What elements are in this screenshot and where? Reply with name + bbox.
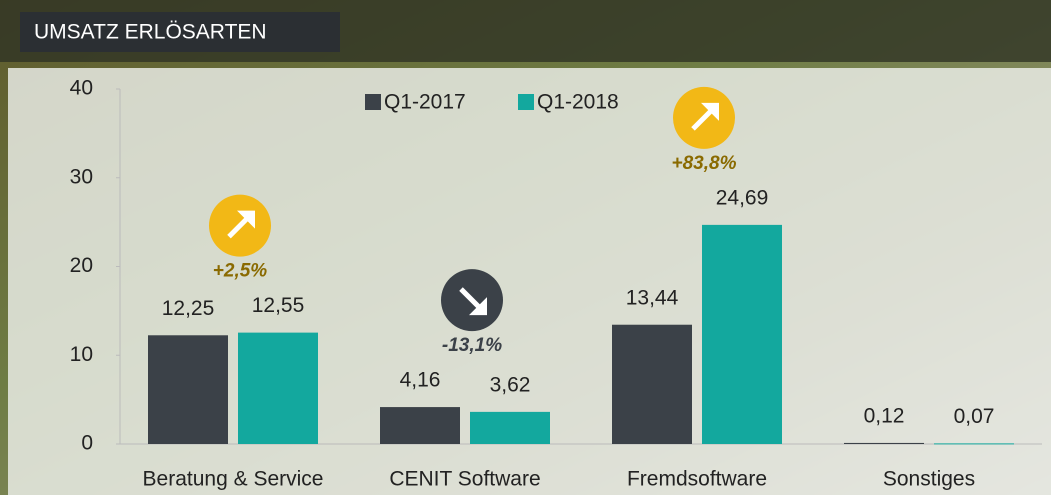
legend-swatch: [365, 94, 381, 110]
header-box: [20, 12, 340, 52]
x-tick-label: CENIT Software: [389, 468, 540, 491]
value-label: 12,55: [252, 294, 305, 317]
y-tick-label: 40: [70, 77, 93, 100]
trend-label: +83,8%: [672, 153, 737, 174]
legend-swatch: [518, 94, 534, 110]
bar: [380, 407, 460, 444]
y-tick-label: 20: [70, 254, 93, 277]
bar: [934, 443, 1014, 445]
x-tick-label: Fremdsoftware: [627, 468, 767, 491]
value-label: 13,44: [626, 286, 679, 309]
trend-arrowhead: [701, 102, 719, 121]
y-tick-label: 0: [81, 432, 93, 455]
value-label: 3,62: [490, 373, 531, 396]
y-tick-label: 10: [70, 343, 93, 366]
value-label: 12,25: [162, 297, 215, 320]
trend-arrow: [227, 215, 250, 239]
bar: [844, 442, 924, 444]
bar: [612, 324, 692, 444]
legend-label: Q1-2018: [537, 91, 619, 114]
x-tick-label: Sonstiges: [883, 468, 975, 491]
value-label: 24,69: [716, 186, 769, 209]
y-tick-label: 30: [70, 165, 93, 188]
bar: [702, 224, 782, 444]
value-label: 0,12: [864, 404, 905, 427]
bar: [148, 335, 228, 444]
value-label: 0,07: [954, 405, 995, 428]
trend-arrowhead: [469, 297, 487, 316]
trend-arrowhead: [237, 210, 255, 229]
trend-arrow: [691, 108, 714, 131]
trend-label: +2,5%: [213, 261, 268, 282]
x-tick-label: Beratung & Service: [143, 468, 324, 491]
trend-arrow: [459, 287, 482, 310]
header-title: UMSATZ ERLÖSARTEN: [34, 21, 267, 44]
bar: [238, 332, 318, 444]
trend-label: -13,1%: [442, 335, 502, 356]
bar: [470, 411, 550, 444]
legend-label: Q1-2017: [384, 91, 466, 114]
value-label: 4,16: [400, 369, 441, 392]
